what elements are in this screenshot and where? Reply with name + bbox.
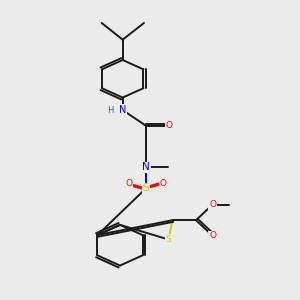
Text: O: O: [166, 121, 173, 130]
Text: H: H: [107, 106, 113, 115]
Text: S: S: [166, 235, 171, 244]
Text: N: N: [119, 105, 126, 115]
Text: O: O: [209, 231, 216, 240]
Text: O: O: [125, 179, 132, 188]
Text: N: N: [142, 163, 150, 172]
Text: O: O: [209, 200, 216, 209]
Text: O: O: [160, 179, 167, 188]
Text: S: S: [143, 183, 149, 193]
